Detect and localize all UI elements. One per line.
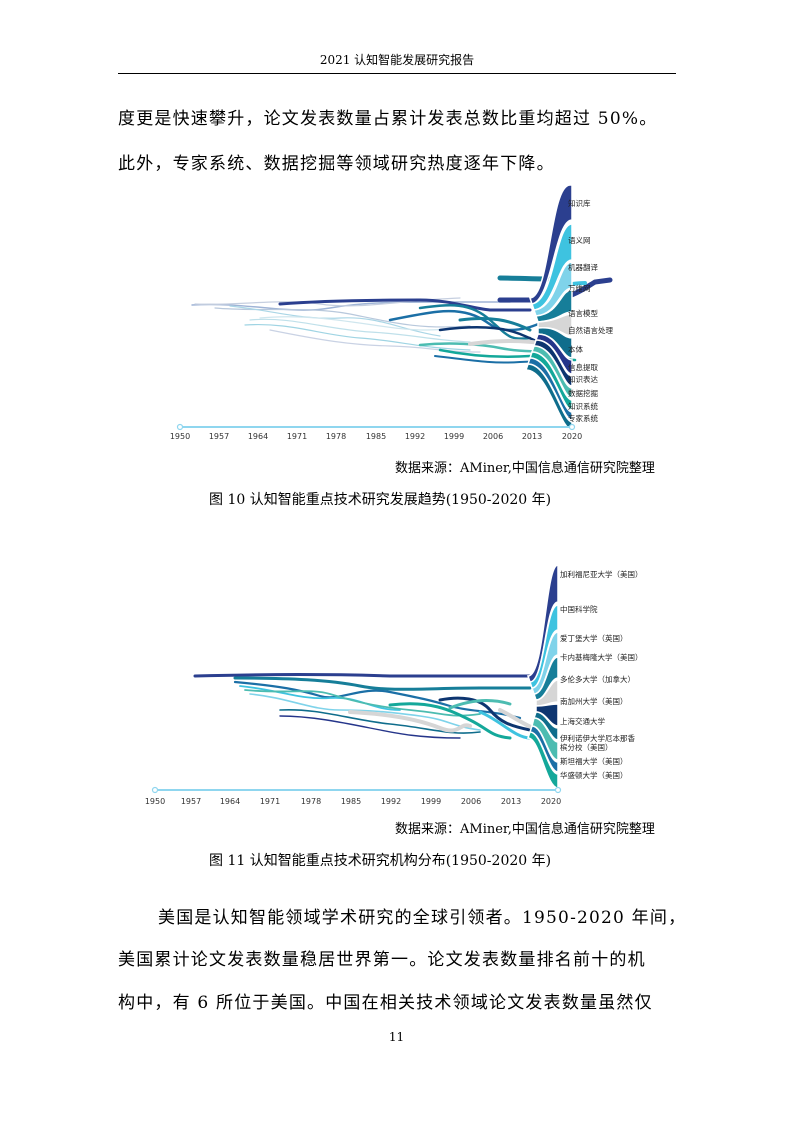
legend-item: 知识系统 xyxy=(568,402,598,411)
legend-item: 伊利诺伊大学厄本那香 xyxy=(560,734,635,743)
running-header: 2021 认知智能发展研究报告 xyxy=(319,53,475,67)
legend-item: 爱丁堡大学（英国） xyxy=(560,634,628,643)
tick: 1971 xyxy=(259,797,281,806)
legend-item: 数据挖掘 xyxy=(568,389,598,398)
tick: 2006 xyxy=(482,432,504,441)
figure-11-streamgraph: 1950 1957 1964 1971 1978 1985 1992 1999 … xyxy=(145,560,670,815)
tick: 1978 xyxy=(325,432,347,441)
tick: 1985 xyxy=(365,432,387,441)
tick: 1964 xyxy=(219,797,241,806)
figure-11-legend: 加利福尼亚大学（美国） 中国科学院 爱丁堡大学（英国） 卡内基梅隆大学（美国） … xyxy=(560,560,670,790)
body-line-3: 构中，有 6 所位于美国。中国在相关技术领域论文发表数量虽然仅 xyxy=(118,993,653,1013)
legend-item: 自然语言处理 xyxy=(568,326,613,335)
figure-11-source: 数据来源：AMiner,中国信息通信研究院整理 xyxy=(395,822,655,837)
legend-item: 机器翻译 xyxy=(568,263,598,272)
tick: 1950 xyxy=(144,797,166,806)
tick: 1964 xyxy=(247,432,269,441)
legend-item: 华盛顿大学（美国） xyxy=(560,771,628,780)
legend-item: 万维网 xyxy=(568,284,591,293)
figure-10-legend: 知识库 语义网 机器翻译 万维网 语言模型 自然语言处理 本体 信息提取 知识表… xyxy=(568,180,648,430)
figure-10-source: 数据来源：AMiner,中国信息通信研究院整理 xyxy=(395,461,655,476)
tick: 2013 xyxy=(500,797,522,806)
tick: 1971 xyxy=(286,432,308,441)
tick: 1957 xyxy=(180,797,202,806)
header-rule xyxy=(118,73,676,74)
tick: 1999 xyxy=(443,432,465,441)
legend-item: 语义网 xyxy=(568,236,591,245)
tick: 2020 xyxy=(540,797,562,806)
figure-11-plot xyxy=(151,564,562,794)
tick: 1985 xyxy=(340,797,362,806)
tick: 1999 xyxy=(420,797,442,806)
tick: 2020 xyxy=(561,432,583,441)
legend-item: 上海交通大学 xyxy=(560,717,605,726)
legend-item: 本体 xyxy=(568,345,583,354)
body-line-1: 美国是认知智能领域学术研究的全球引领者。1950-2020 年间， xyxy=(158,908,687,928)
tick: 2013 xyxy=(521,432,543,441)
legend-item: 南加州大学（美国） xyxy=(560,697,628,706)
tick: 1978 xyxy=(300,797,322,806)
legend-item: 知识表达 xyxy=(568,375,598,384)
tick: 2006 xyxy=(460,797,482,806)
legend-item: 信息提取 xyxy=(568,363,598,372)
legend-item: 槟分校（美国） xyxy=(560,743,613,752)
intro-line-1: 度更是快速攀升，论文发表数量占累计发表总数比重均超过 50%。 xyxy=(118,109,658,129)
legend-item: 多伦多大学（加拿大） xyxy=(560,675,635,684)
figure-10-streamgraph: 1950 1957 1964 1971 1978 1985 1992 1999 … xyxy=(170,180,640,441)
intro-line-2: 此外，专家系统、数据挖掘等领域研究热度逐年下降。 xyxy=(118,154,555,174)
tick: 1992 xyxy=(380,797,402,806)
legend-item: 加利福尼亚大学（美国） xyxy=(560,570,643,579)
legend-item: 语言模型 xyxy=(568,309,598,318)
figure-10-x-ticks: 1950 1957 1964 1971 1978 1985 1992 1999 … xyxy=(170,432,640,444)
legend-item: 中国科学院 xyxy=(560,605,598,614)
figure-11-x-ticks: 1950 1957 1964 1971 1978 1985 1992 1999 … xyxy=(145,797,670,809)
legend-item: 斯坦福大学（美国） xyxy=(560,757,628,766)
tick: 1992 xyxy=(404,432,426,441)
legend-item: 专家系统 xyxy=(568,414,598,423)
legend-item: 知识库 xyxy=(568,199,591,208)
tick: 1957 xyxy=(208,432,230,441)
tick: 1950 xyxy=(169,432,191,441)
page-number: 11 xyxy=(388,1030,405,1044)
figure-11-caption: 图 11 认知智能重点技术研究机构分布(1950-2020 年) xyxy=(209,853,552,869)
legend-item: 卡内基梅隆大学（美国） xyxy=(560,653,643,662)
body-line-2: 美国累计论文发表数量稳居世界第一。论文发表数量排名前十的机 xyxy=(118,950,646,970)
figure-10-caption: 图 10 认知智能重点技术研究发展趋势(1950-2020 年) xyxy=(209,492,552,508)
figure-10-plot xyxy=(176,184,613,431)
